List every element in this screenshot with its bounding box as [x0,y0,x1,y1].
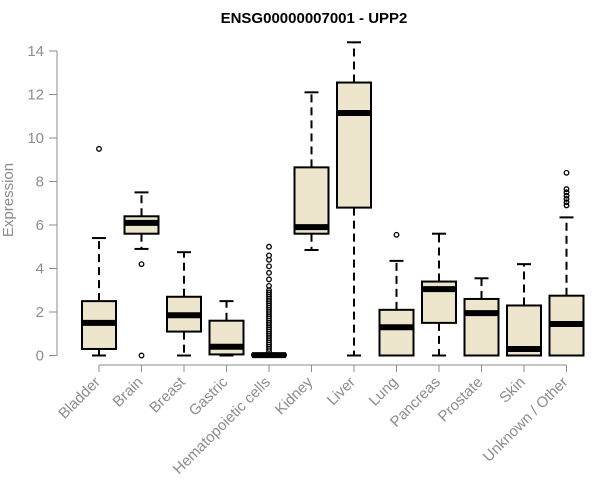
outlier-point [393,231,400,238]
x-tick-label: Brain [110,374,147,411]
outlier-point [138,352,145,359]
outlier-point [563,199,570,206]
outlier-point [563,186,570,193]
outlier-point [266,269,272,276]
outlier-point [563,169,570,176]
x-tick-label: Liver [324,374,359,409]
x-tick-label: Kidney [272,373,317,418]
box-group [421,232,457,357]
box-group [378,231,415,357]
box-iqr [463,297,500,357]
box-iqr [378,308,415,357]
x-tick-label: Bladder [55,374,104,423]
box-group [123,191,160,359]
outlier-point [266,263,272,270]
box-series [81,41,585,359]
y-tick-label: 6 [36,217,44,234]
y-axis: 0 2 4 6 8 10 12 14 [27,43,58,365]
outlier-point [563,189,570,196]
box-group [506,263,542,357]
outlier-point [563,192,570,199]
outlier-point [138,261,145,268]
box-group [208,300,245,357]
outlier-point [266,243,272,250]
box-iqr [336,81,372,209]
outlier-point [266,282,272,289]
chart-title: ENSG00000007001 - UPP2 [221,10,408,27]
box-group [166,251,202,357]
box-group [463,277,500,357]
y-tick-label: 14 [27,43,44,60]
x-tick-label: Breast [146,373,189,416]
box-group [81,145,117,357]
y-tick-label: 12 [27,87,44,104]
outlier-point [96,145,102,152]
outlier-point [563,195,570,202]
x-tick-label: Prostate [435,374,487,426]
y-axis-label: Expression [0,163,17,237]
y-tick-label: 4 [36,261,44,278]
box-group [293,91,330,252]
outlier-point [563,202,570,209]
outlier-point [266,289,272,296]
x-tick-label: Lung [366,374,402,410]
outlier-point [266,276,272,283]
y-tick-label: 2 [36,304,44,321]
y-tick-label: 10 [27,130,44,147]
outlier-point [266,252,272,259]
box-group [548,169,585,357]
box-group [251,243,287,359]
x-tick-label: Skin [496,374,529,407]
y-tick-label: 8 [36,174,44,191]
box-group [336,41,372,357]
y-tick-label: 0 [36,348,44,365]
box-iqr [293,166,330,235]
